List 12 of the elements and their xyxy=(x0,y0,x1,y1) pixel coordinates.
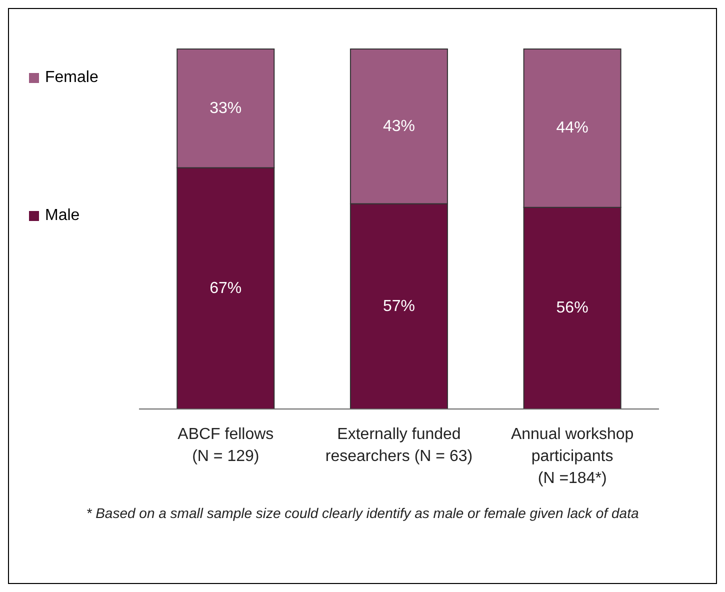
text: * Based on a small sample size could clearly identify as male or female given lack of data xyxy=(85,505,640,521)
x-tick-label: ABCF fellows (N = 129) xyxy=(178,426,274,465)
data-label: 56% xyxy=(556,300,588,317)
x-tick-label: Externally funded researchers (N = 63) xyxy=(325,426,473,465)
data-label: 57% xyxy=(382,298,415,315)
x-tick-label: Annual workshop participants (N =184*) xyxy=(510,426,634,487)
legend-label: Male xyxy=(45,207,80,225)
data-label: 67% xyxy=(210,280,242,297)
legend-label: Female xyxy=(45,69,98,87)
data-label: 44% xyxy=(556,120,588,137)
data-label: 33% xyxy=(210,100,242,117)
data-label: 43% xyxy=(382,118,415,135)
